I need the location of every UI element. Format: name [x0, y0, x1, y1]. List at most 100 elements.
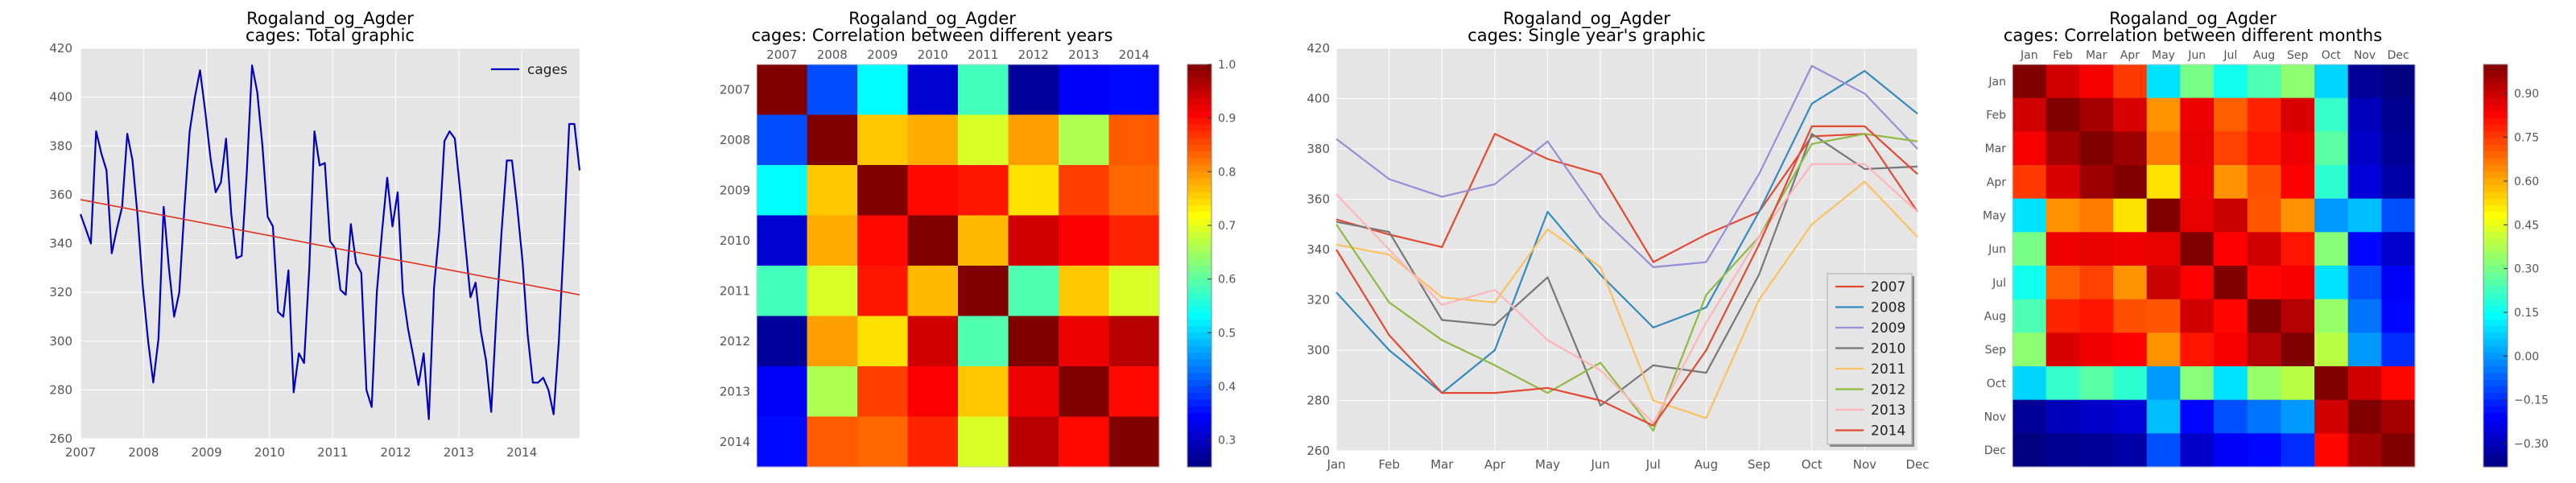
chart-4-heatmap-cell [2079, 131, 2114, 166]
chart-4-heatmap-cell [2180, 165, 2215, 200]
chart-4-heatmap-cell [2046, 165, 2080, 200]
chart-2-colorbar-segment [1187, 125, 1212, 132]
chart-4-heatmap-cell [2214, 165, 2248, 200]
chart-4-colorbar-segment [2483, 212, 2508, 220]
chart-4-colorbar-segment [2483, 105, 2508, 112]
chart-4-heatmap-cell [2381, 131, 2416, 166]
chart-2-colorbar-segment [1187, 266, 1212, 273]
chart-2-colorbar-segment [1187, 77, 1212, 85]
chart-4-heatmap-cell [2046, 399, 2080, 434]
chart-4-heatmap-cell [2013, 64, 2047, 99]
chart-4-x-tick-label: Apr [2120, 49, 2140, 62]
chart-1-trendline [80, 199, 580, 295]
chart-4-heatmap-cell [2314, 64, 2349, 99]
chart-4-heatmap-cell [2146, 399, 2181, 434]
chart-2-colorbar-segment [1187, 205, 1212, 213]
chart-4-heatmap-cell [2013, 399, 2047, 434]
chart-2-x-tick-label: 2010 [918, 47, 948, 62]
chart-2-x-tick-label: 2008 [817, 47, 848, 62]
chart-4-colorbar-segment [2483, 238, 2508, 246]
chart-1-x-tick-label: 2010 [254, 445, 285, 460]
chart-2-heatmap-cell [1008, 366, 1059, 418]
chart-1-x-tick-label: 2009 [192, 445, 222, 460]
chart-3-x-tick-label: Jan [1326, 457, 1345, 472]
chart-4-colorbar-segment [2483, 118, 2508, 126]
chart-4-heatmap-cell [2347, 131, 2382, 166]
chart-3-legend-label-2011: 2011 [1871, 361, 1905, 378]
chart-4-colorbar-segment [2483, 306, 2508, 313]
chart-2-colorbar-segment [1187, 373, 1212, 381]
chart-4-y-tick-label: Jul [1992, 277, 2006, 290]
chart-1-legend-label: cages [527, 62, 568, 78]
chart-4-heatmap-cell [2079, 165, 2114, 200]
chart-1-x-tick-label: 2011 [317, 445, 348, 460]
chart-2-heatmap-cell [857, 64, 909, 116]
chart-4-x-tick-label: Sep [2287, 49, 2309, 62]
chart-2-colorbar-frame [1187, 64, 1212, 468]
chart-2-heatmap-cell [1108, 266, 1160, 317]
chart-4-colorbar-segment [2483, 266, 2508, 273]
chart-4-heatmap-cell [2013, 131, 2047, 166]
chart-2-y-tick-label: 2013 [720, 384, 750, 398]
chart-4-heatmap-cell [2347, 198, 2382, 233]
chart-2-colorbar-segment [1187, 97, 1212, 105]
chart-2-colorbar-segment [1187, 238, 1212, 246]
chart-4-heatmap-cell [2180, 198, 2215, 233]
chart-4-heatmap-cell [2381, 433, 2416, 468]
chart-2-colorbar-segment [1187, 399, 1212, 407]
chart-2-heatmap-cell [807, 416, 858, 468]
chart-2-colorbar-segment [1187, 453, 1212, 461]
chart-4-colorbar-segment [2483, 246, 2508, 253]
chart-2-heatmap-cell [1059, 64, 1110, 116]
chart-2-heatmap-cell [757, 316, 808, 367]
chart-4-heatmap-cell [2281, 433, 2315, 468]
chart-1-y-tick-label: 380 [49, 138, 72, 153]
chart-2-colorbar-segment [1187, 353, 1212, 361]
chart-4-heatmap-cell [2247, 433, 2281, 468]
chart-4-heatmap-cell [2013, 299, 2047, 333]
chart-2-heatmap-cell [1108, 215, 1160, 266]
chart-4-heatmap-cell [2314, 131, 2349, 166]
chart-4-heatmap-cell [2281, 332, 2315, 367]
chart-2-colorbar-segment [1187, 286, 1212, 293]
chart-3-x-tick-label: Jun [1590, 457, 1609, 472]
chart-4-heatmap-cell [2146, 64, 2181, 99]
chart-4-colorbar-segment [2483, 158, 2508, 166]
chart-4-colorbar-segment [2483, 386, 2508, 394]
chart-3-y-tick-label: 340 [1307, 242, 1330, 257]
chart-4-colorbar-segment [2483, 252, 2508, 260]
chart-4-heatmap-cell [2046, 232, 2080, 266]
chart-4-heatmap-cell [2079, 232, 2114, 266]
chart-4-heatmap-cell [2381, 64, 2416, 99]
chart-3-x-tick-label: Jul [1645, 457, 1661, 472]
chart-2-colorbar-segment [1187, 85, 1212, 92]
chart-2-colorbar-segment [1187, 386, 1212, 394]
chart-2-colorbar-segment [1187, 138, 1212, 146]
chart-4-heatmap-cell [2281, 232, 2315, 266]
chart-2-x-tick-label: 2007 [766, 47, 797, 62]
chart-2-colorbar-segment [1187, 326, 1212, 333]
chart-4-colorbar-segment [2483, 419, 2508, 427]
chart-2-colorbar-tick-label: 1.0 [1218, 59, 1236, 72]
chart-4-heatmap-cell [2347, 366, 2382, 401]
chart-4-colorbar-segment [2483, 77, 2508, 85]
chart-4-heatmap-cell [2347, 299, 2382, 333]
chart-4-heatmap-cell [2146, 433, 2181, 468]
chart-4-y-tick-label: Feb [1986, 109, 2006, 122]
chart-4-colorbar-segment [2483, 279, 2508, 287]
chart-4-heatmap-cell [2113, 198, 2148, 233]
chart-2-colorbar-segment [1187, 272, 1212, 280]
chart-4-heatmap-cell [2013, 198, 2047, 233]
chart-1-y-tick-label: 400 [49, 90, 72, 105]
chart-2-heatmap-cell [1008, 165, 1059, 217]
chart-2-heatmap-cell [958, 114, 1009, 166]
chart-4-colorbar-tick-label: 0.45 [2514, 219, 2539, 232]
chart-4-heatmap-cell [2314, 198, 2349, 233]
chart-4-colorbar-segment [2483, 151, 2508, 159]
chart-4-heatmap-cell [2113, 366, 2148, 401]
chart-4-heatmap-cell [2281, 64, 2315, 99]
chart-4-heatmap-cell [2247, 399, 2281, 434]
chart-4-heatmap-cell [2113, 299, 2148, 333]
chart-2-colorbar-segment [1187, 447, 1212, 454]
